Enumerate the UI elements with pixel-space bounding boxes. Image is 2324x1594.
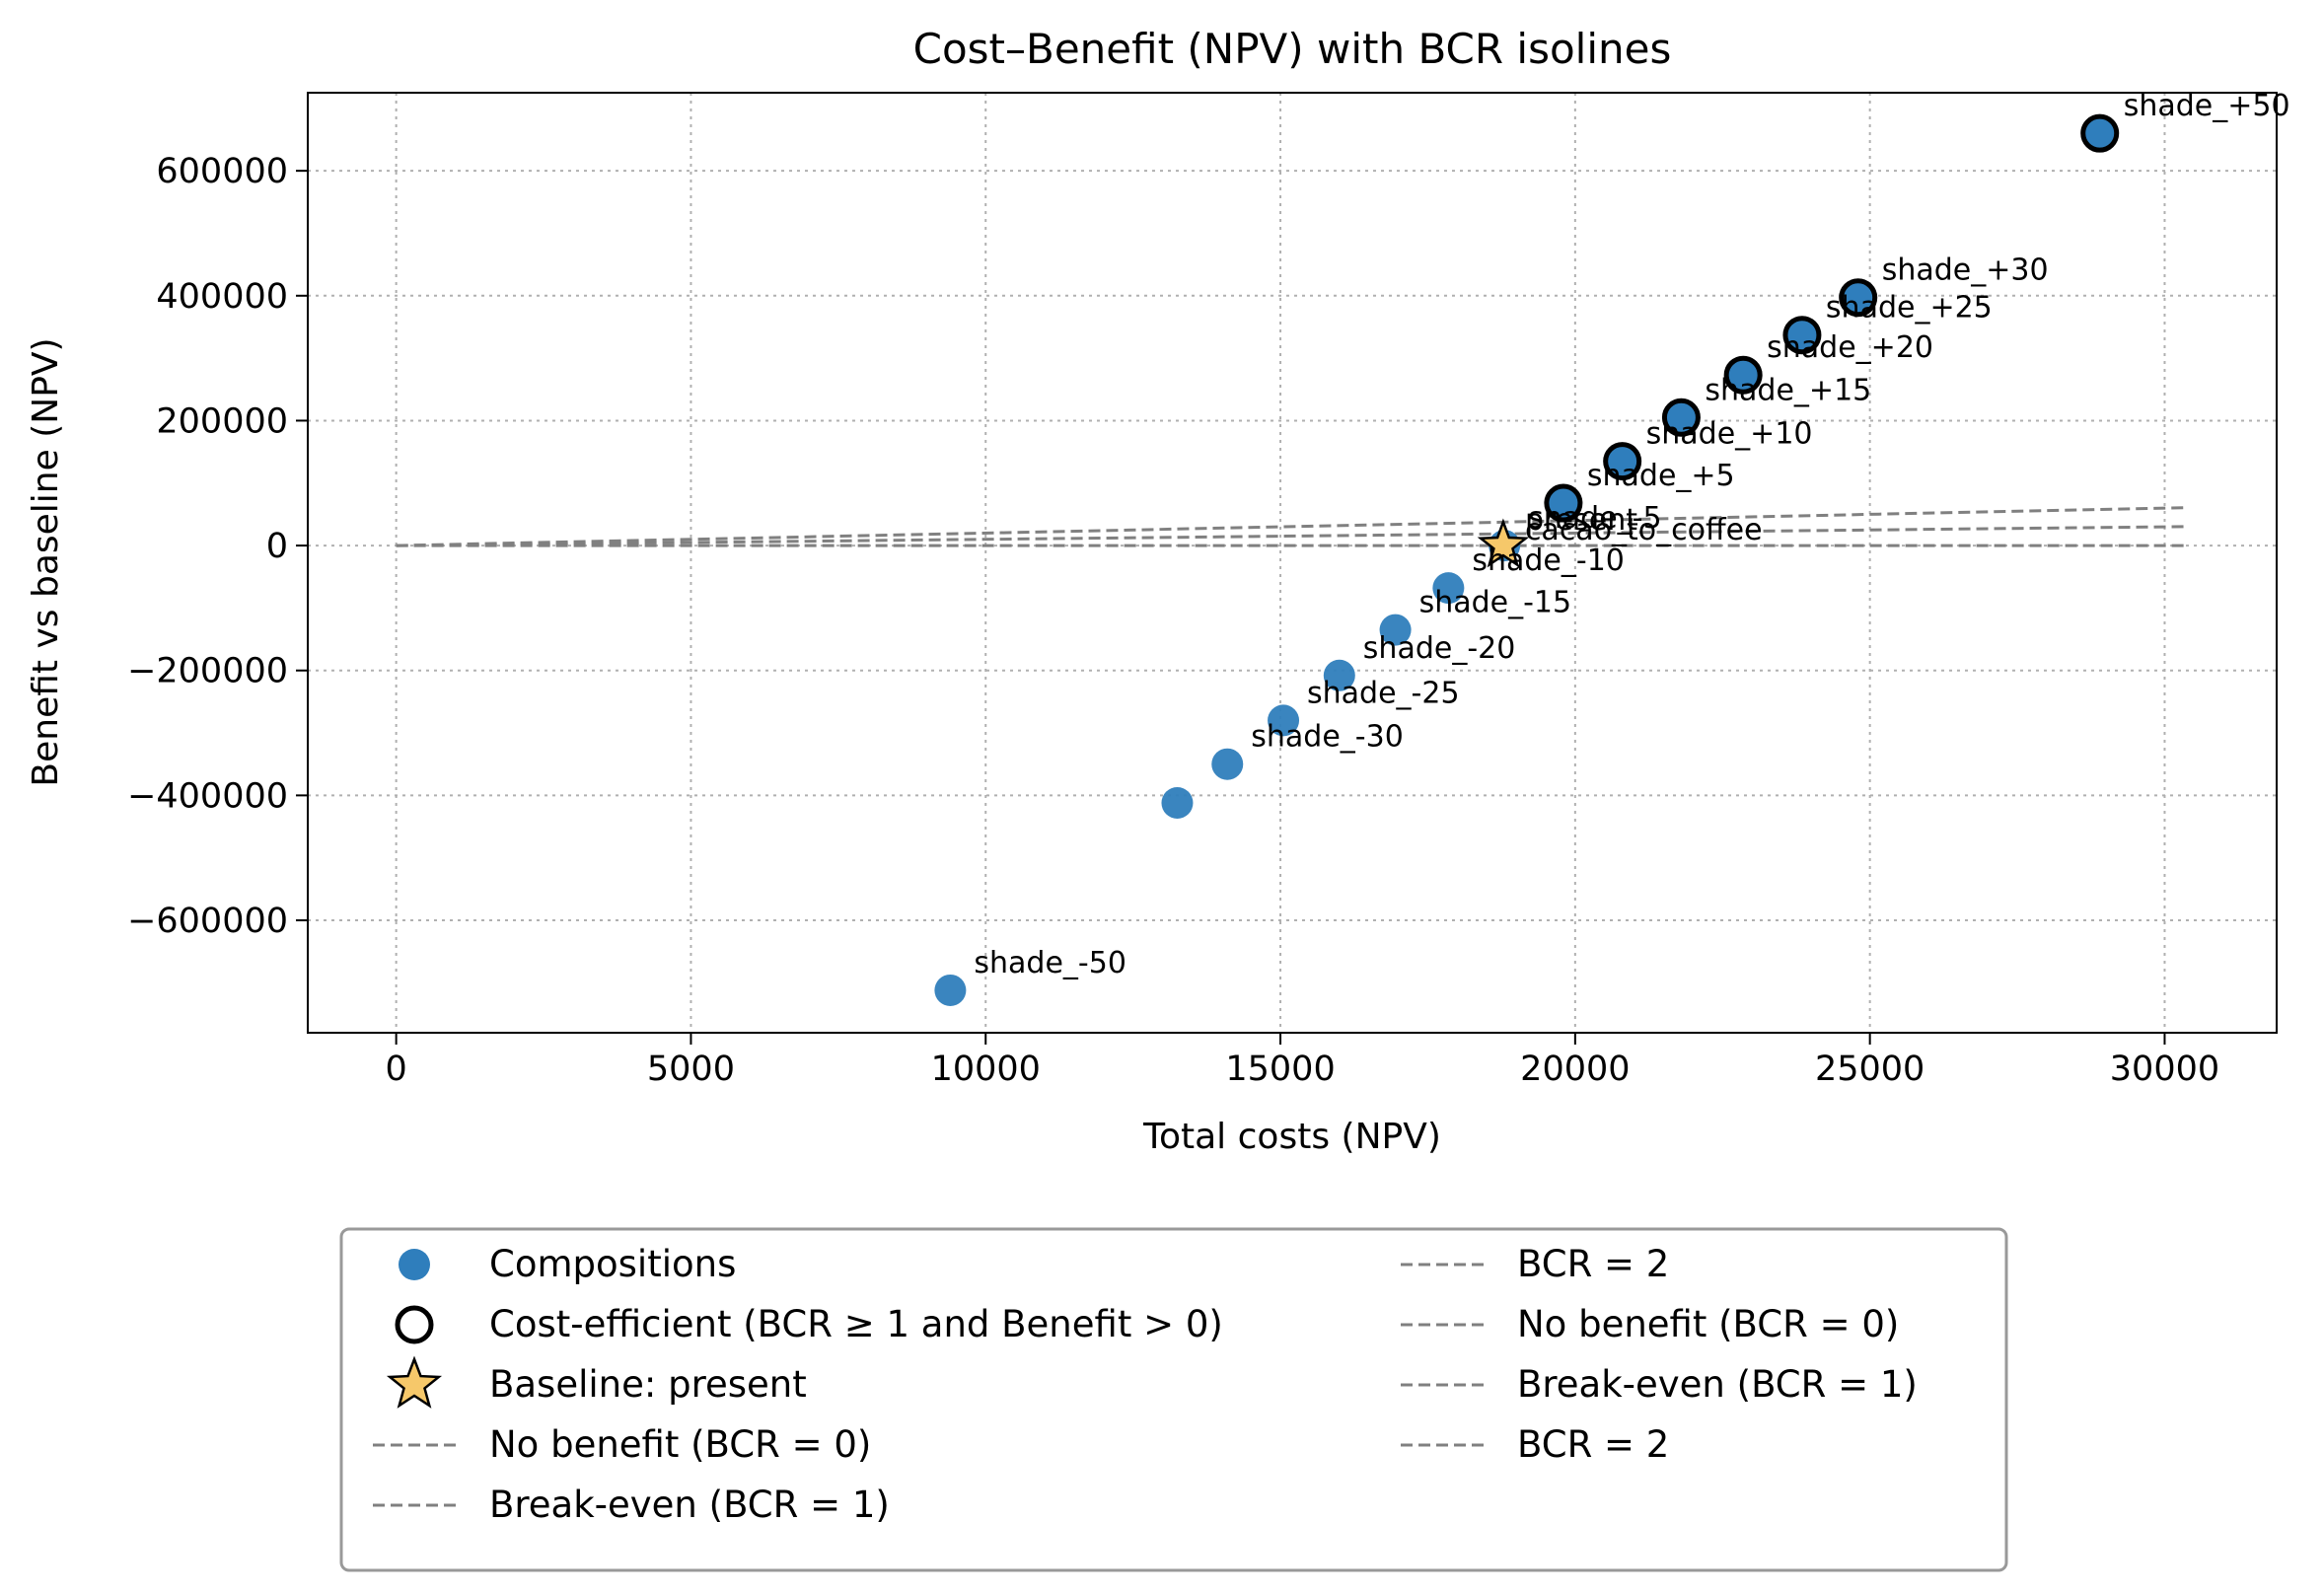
point-label: shade_+15 [1705,373,1871,407]
baseline-annotation: present [1525,503,1637,538]
baseline-annotation: cacao_to_coffee [1525,513,1763,547]
data-points [934,113,2120,1006]
point-label: shade_-10 [1472,543,1625,578]
x-tick-label: 15000 [1225,1050,1335,1089]
y-tick-label: −200000 [127,652,288,691]
axis-ticks: 0 5000 10000 15000 20000 25000 30000 −600000 −40… [127,152,2219,1089]
legend-marker-baseline [386,1355,443,1409]
legend-label: Cost-efficient (BCR ≥ 1 and Benefit > 0) [489,1303,1223,1345]
point-label: shade_+20 [1767,330,1933,365]
x-axis-label: Total costs (NPV) [1142,1117,1441,1157]
cost-efficient-point [1723,355,1763,395]
point-label: shade_-20 [1363,631,1516,666]
point-labels: shade_-50 shade_-30 shade_-25 shade_-20 shad… [974,89,2289,980]
y-tick-label: −400000 [127,776,288,816]
isolines [396,506,2189,547]
legend-label: No benefit (BCR = 0) [1517,1303,1899,1345]
point-label: shade_-50 [974,946,1126,980]
y-tick-label: 200000 [156,401,288,441]
isoline [396,525,2189,547]
cost-efficient-point [2080,113,2120,153]
legend-label: BCR = 2 [1517,1423,1669,1466]
cost-efficient-point [1782,316,1822,355]
grid [308,93,2277,1033]
point-label: shade_+50 [2124,89,2290,123]
point-label: shade_+5 [1587,459,1735,493]
point-label: shade_+10 [1646,417,1813,452]
legend-label: No benefit (BCR = 0) [489,1423,871,1466]
cost-efficient-point [1544,483,1583,523]
composition-point [1379,614,1412,646]
y-tick-label: 600000 [156,152,288,191]
legend-marker-compositions [399,1249,430,1280]
point-label: shade_-15 [1419,586,1572,620]
point-label: shade_+30 [1882,254,2049,288]
composition-point [1432,572,1465,605]
y-tick-label: 400000 [156,277,288,317]
legend: Compositions Cost-efficient (BCR ≥ 1 and … [339,1227,2008,1572]
x-tick-label: 5000 [647,1050,735,1089]
x-tick-label: 0 [386,1050,407,1089]
legend-marker-cost-efficient [395,1305,434,1344]
y-tick-label: 0 [266,527,288,566]
isoline [396,506,2189,547]
cost-efficient-point [1839,278,1878,318]
composition-point [1161,786,1194,819]
legend-label: BCR = 2 [1517,1243,1669,1285]
point-label: shade_-25 [1307,676,1460,710]
chart-title: Cost–Benefit (NPV) with BCR isolines [913,25,1672,73]
y-axis-label: Benefit vs baseline (NPV) [26,337,66,786]
composition-point [1323,659,1355,691]
baseline-star [1477,518,1530,568]
legend-label: Baseline: present [489,1363,807,1406]
composition-point [1211,748,1244,780]
plot-frame [307,92,2278,1034]
point-label: shade_-5 [1528,501,1661,536]
x-tick-label: 20000 [1520,1050,1630,1089]
composition-point [1268,704,1300,737]
legend-box [339,1227,2008,1572]
legend-label: Compositions [489,1243,736,1285]
composition-point [934,974,967,1006]
x-tick-label: 10000 [931,1050,1041,1089]
y-tick-label: −600000 [127,902,288,941]
cost-efficient-point [1661,398,1701,437]
x-tick-label: 30000 [2110,1050,2219,1089]
legend-label: Break-even (BCR = 1) [489,1484,890,1526]
point-label: shade_+25 [1826,291,1993,326]
point-label: shade_-30 [1251,720,1404,755]
x-tick-label: 25000 [1815,1050,1925,1089]
legend-label: Break-even (BCR = 1) [1517,1363,1918,1406]
cost-efficient-point [1603,442,1642,481]
